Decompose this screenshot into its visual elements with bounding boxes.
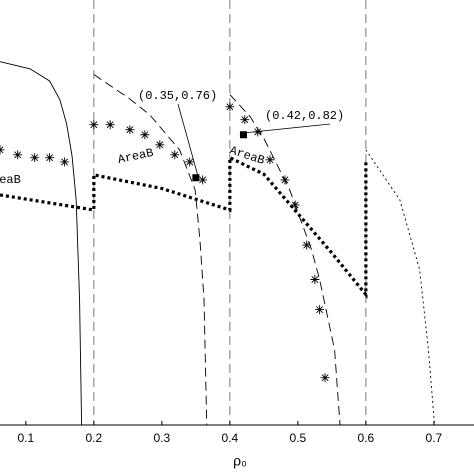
star-marker — [89, 120, 99, 130]
area-label: reaB — [0, 173, 21, 187]
star-marker — [13, 150, 23, 160]
star-marker — [265, 155, 275, 165]
star-marker — [30, 153, 40, 163]
star-marker — [253, 127, 263, 137]
curve — [0, 155, 368, 300]
x-tick-label: 0.3 — [154, 431, 171, 445]
x-axis-label: ρ₀ — [233, 453, 247, 469]
star-marker — [60, 157, 70, 167]
x-tick-label: 0.5 — [290, 431, 307, 445]
star-marker — [105, 120, 115, 130]
star-marker — [45, 153, 55, 163]
star-marker — [280, 175, 290, 185]
point-label: (0.42,0.82) — [265, 109, 344, 123]
curve — [229, 94, 341, 426]
star-marker — [240, 115, 250, 125]
area-label: AreaB — [228, 144, 267, 168]
star-marker — [302, 240, 312, 250]
star-marker — [310, 275, 320, 285]
curve — [365, 149, 436, 426]
point-label: (0.35,0.76) — [138, 89, 217, 103]
x-tick-label: 0.6 — [358, 431, 375, 445]
annotation-arrow — [177, 103, 199, 176]
curve — [0, 61, 83, 426]
star-marker — [198, 175, 208, 185]
area-label: AreaB — [117, 146, 155, 167]
star-marker — [170, 150, 180, 160]
x-tick-label: 0.4 — [222, 431, 239, 445]
star-marker — [125, 125, 135, 135]
annotation-arrow — [245, 123, 331, 134]
star-marker — [290, 200, 300, 210]
point-marker — [192, 174, 200, 182]
star-marker — [0, 145, 5, 155]
x-tick-label: 0.2 — [86, 431, 103, 445]
x-tick-label: 0.1 — [17, 431, 34, 445]
star-marker — [225, 102, 235, 112]
point-marker — [239, 131, 247, 139]
star-marker — [320, 373, 330, 383]
x-tick-label: 0.7 — [426, 431, 443, 445]
star-marker — [140, 130, 150, 140]
curve — [93, 74, 208, 426]
star-marker — [185, 157, 195, 167]
star-marker — [155, 140, 165, 150]
star-marker — [315, 305, 325, 315]
